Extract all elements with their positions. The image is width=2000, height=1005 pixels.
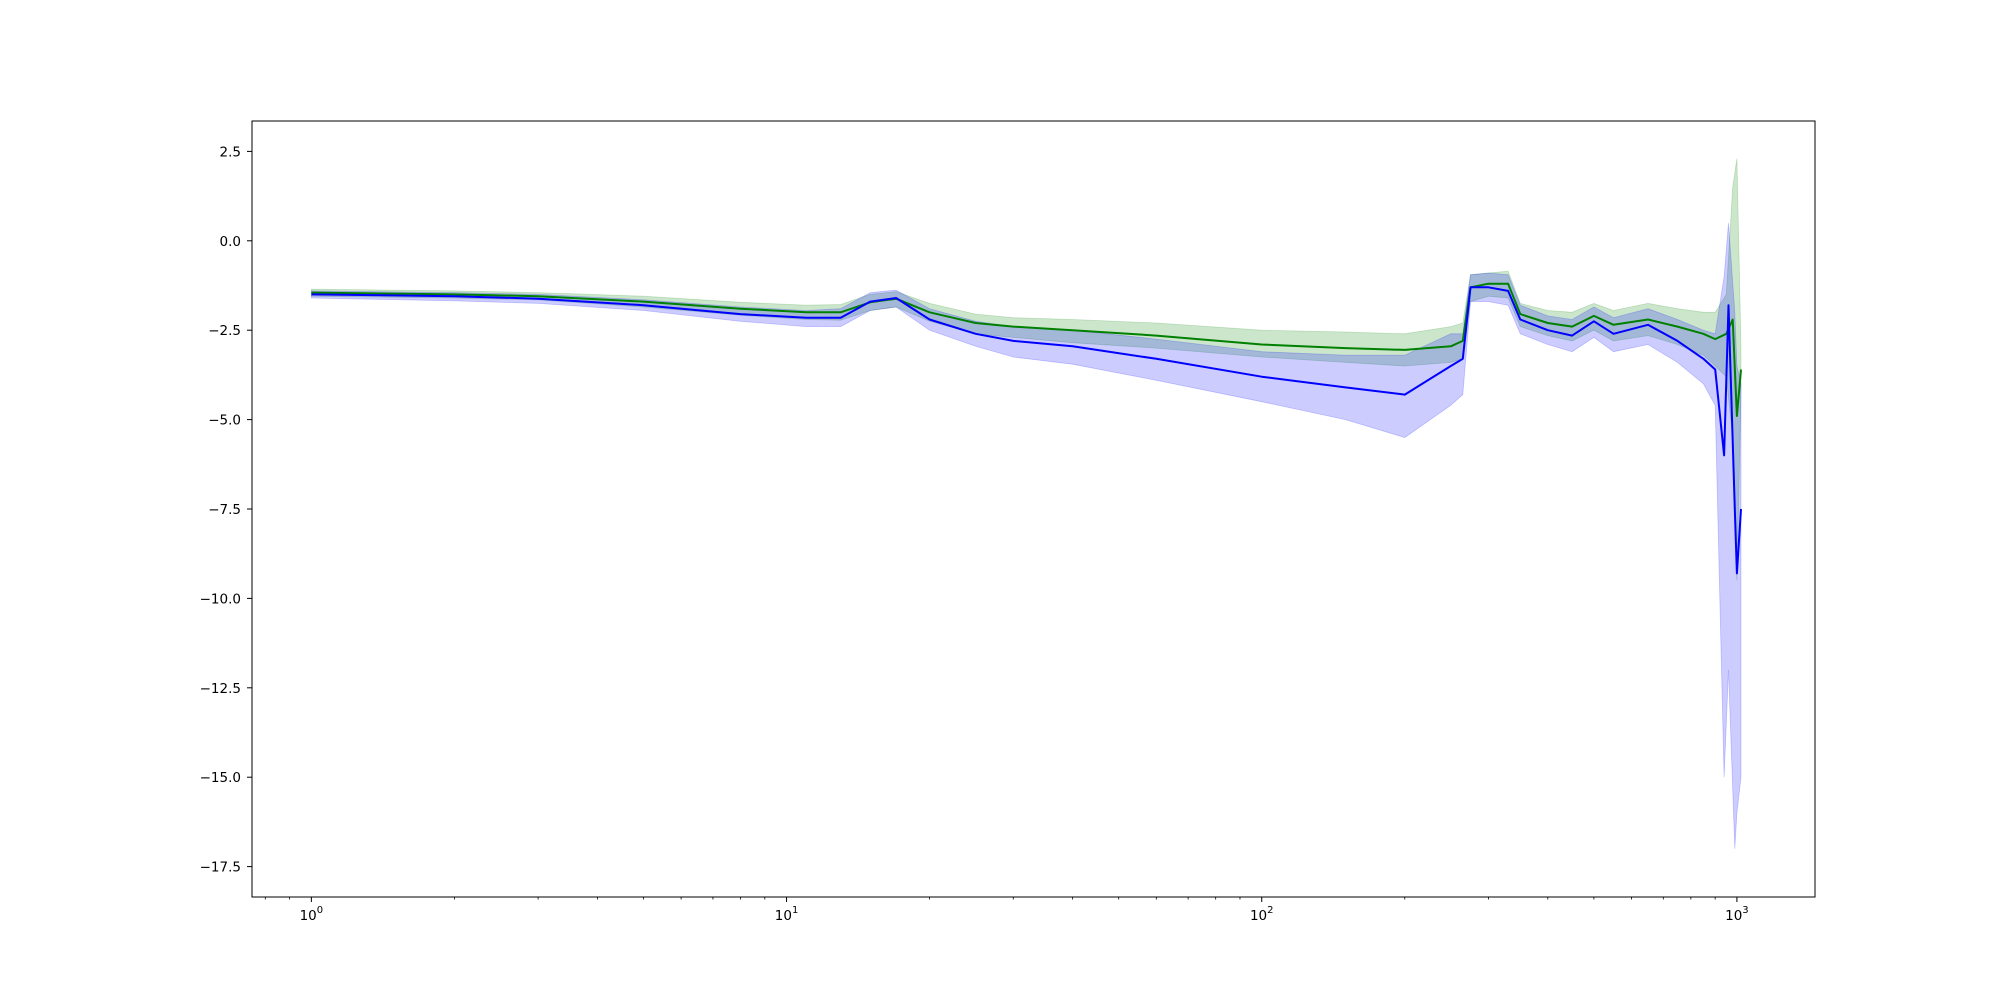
x-tick-label: 101	[775, 905, 799, 924]
y-tick-label: −12.5	[200, 681, 241, 697]
series-lines	[311, 282, 1742, 575]
series-1-line	[311, 286, 1742, 575]
y-tick-label: −15.0	[200, 770, 241, 786]
plot-frame	[251, 120, 1816, 898]
y-tick-label: −2.5	[208, 323, 241, 339]
series-0-line	[311, 282, 1742, 417]
y-tick-label: −10.0	[200, 591, 241, 607]
y-tick-label: 2.5	[220, 144, 241, 160]
y-tick-label: −7.5	[208, 502, 241, 518]
y-tick-label: −5.0	[208, 413, 241, 429]
x-tick-label: 103	[1725, 905, 1749, 924]
y-axis: 2.5 0.0 −2.5 −5.0 −7.5 −10.0 −12.5 −15.0 −17.5	[200, 144, 252, 876]
x-axis: 100 101 102 103	[264, 897, 1749, 924]
x-tick-label: 102	[1250, 905, 1274, 924]
y-tick-label: −17.5	[200, 860, 241, 876]
y-tick-label: 0.0	[220, 234, 241, 250]
confidence-bands	[310, 158, 1742, 849]
x-tick-label: 100	[300, 905, 324, 924]
series-0-band	[310, 158, 1742, 581]
